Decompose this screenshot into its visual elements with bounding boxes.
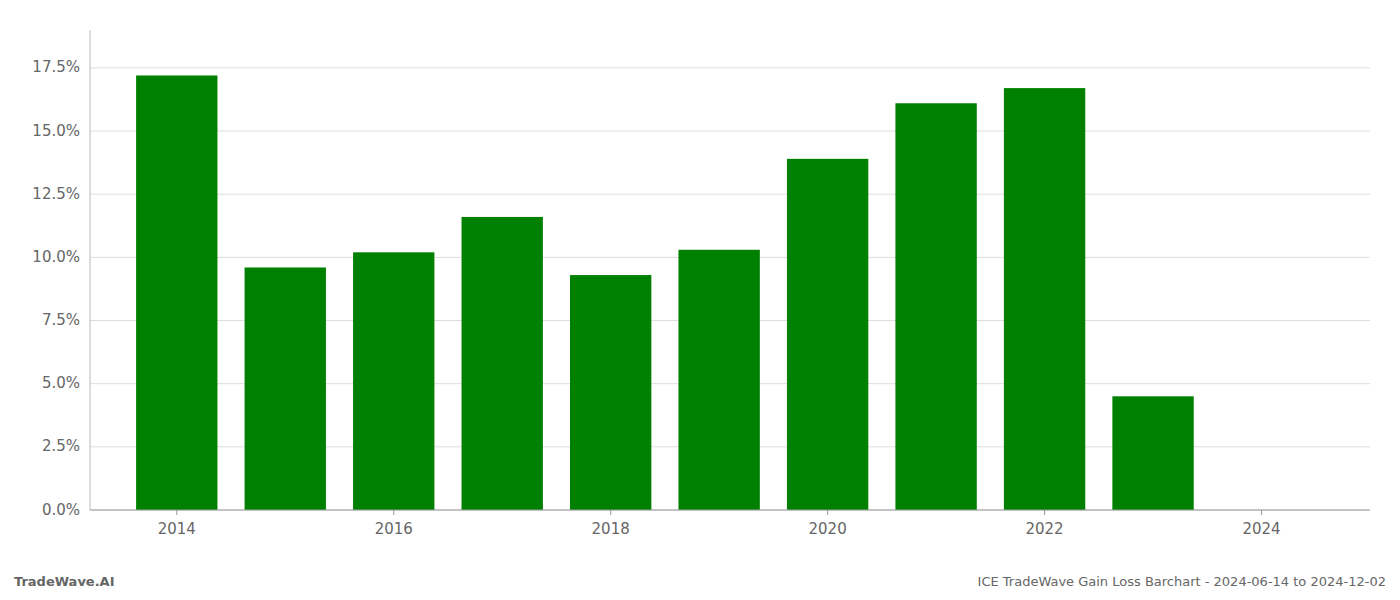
y-tick-label: 12.5% [32,185,80,203]
bar [136,75,217,510]
chart: 0.0% 2.5% 5.0% 7.5% 10.0% 12.5% 15.0% 17.5% 2014… [0,0,1400,600]
background [0,0,1400,600]
title: TradeWave.AI [14,574,115,589]
bar [895,103,976,510]
grid-line [90,131,1370,132]
y-tick-label: 10.0% [32,248,80,266]
y-grid [90,68,1370,510]
grid-line [90,194,1370,195]
y-tick-label: 17.5% [32,58,80,76]
x-tick-label: 2014 [158,520,196,538]
bar [245,267,326,510]
bars [136,75,1194,510]
grid-line [90,67,1370,68]
y-tick-labels: 0.0% 2.5% 5.0% 7.5% 10.0% 12.5% 15.0% 17.5% [32,58,80,518]
y-axis-line [90,30,91,510]
x-axis-line [90,510,1370,511]
x-tick-labels: 2014 2016 2018 2020 2022 2024 [158,520,1281,538]
bar [570,275,651,510]
x-tick-label: 2018 [592,520,630,538]
x-tick [610,510,611,515]
bar [1112,396,1193,510]
bar [353,252,434,510]
bar [787,159,868,510]
x-tick-label: 2016 [375,520,413,538]
y-tick-label: 15.0% [32,122,80,140]
x-tick [827,510,828,515]
grid-line [90,510,1370,511]
x-tick [1261,510,1262,515]
x-tick-label: 2024 [1242,520,1280,538]
x-tick [1044,510,1045,515]
y-tick-label: 7.5% [42,311,80,329]
subtitle: ICE TradeWave Gain Loss Barchart - 2024-… [978,574,1386,589]
x-tick-label: 2020 [809,520,847,538]
y-tick-label: 5.0% [42,374,80,392]
y-tick-label: 0.0% [42,501,80,519]
bar [678,250,759,510]
y-tick-label: 2.5% [42,437,80,455]
x-tick-label: 2022 [1025,520,1063,538]
x-tick [176,510,177,515]
x-tick [393,510,394,515]
bar [462,217,543,510]
bar [1004,88,1085,510]
